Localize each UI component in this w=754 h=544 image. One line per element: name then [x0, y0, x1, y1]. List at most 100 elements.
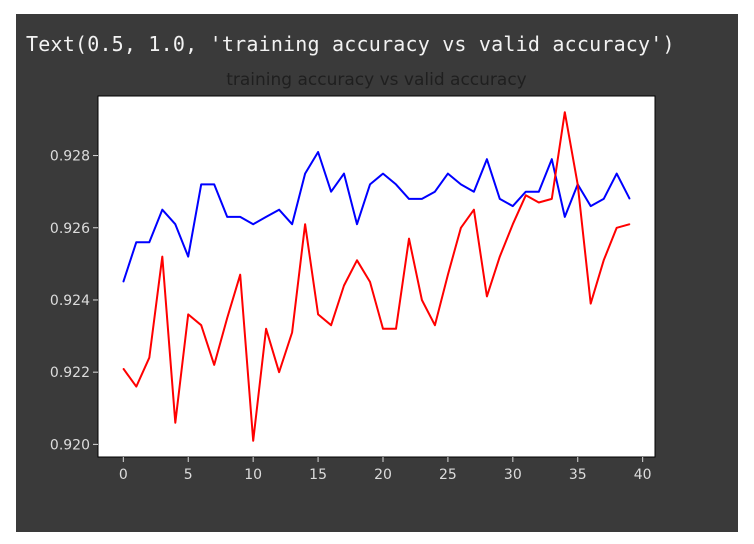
series-0-point: [603, 198, 605, 200]
series-1-point: [174, 422, 176, 424]
series-0-point: [148, 241, 150, 243]
series-1-point: [395, 328, 397, 330]
series-1-point: [486, 295, 488, 297]
series-0-point: [317, 151, 319, 153]
series-1-point: [187, 313, 189, 316]
x-tick-label: 40: [634, 467, 652, 483]
series-0-point: [525, 191, 527, 193]
series-0-point: [330, 191, 332, 193]
series-0-point: [538, 191, 540, 193]
series-1-point: [343, 284, 345, 287]
series-1-point: [369, 281, 371, 283]
series-0-point: [343, 173, 345, 175]
series-0-point: [421, 198, 423, 200]
series-1-point: [226, 317, 228, 319]
series-0-point: [551, 158, 553, 160]
series-1-point: [356, 259, 358, 261]
series-0-point: [174, 223, 176, 225]
series-layer: [122, 111, 631, 442]
series-0-point: [304, 173, 306, 175]
series-1-point: [525, 194, 527, 196]
series-0-point: [590, 205, 592, 207]
series-1-point: [239, 274, 241, 276]
x-axis: 0 5 10 15 20 25 30 35 40: [119, 457, 652, 483]
series-1-point: [434, 324, 436, 326]
x-tick-label: 20: [374, 467, 392, 483]
series-0-point: [200, 183, 202, 186]
chart-title: training accuracy vs valid accuracy: [226, 70, 527, 90]
series-1-point: [421, 299, 423, 301]
x-tick-label: 15: [309, 467, 327, 483]
series-1-point: [577, 183, 579, 186]
series-0-point: [629, 198, 631, 200]
series-1-point: [252, 440, 254, 442]
series-0-point: [512, 205, 514, 207]
series-1-point: [473, 209, 475, 211]
series-1-point: [304, 223, 306, 225]
series-1-point: [291, 331, 293, 334]
series-1-point: [408, 237, 410, 240]
y-tick-label: 0.926: [50, 221, 90, 237]
series-0-point: [460, 183, 462, 186]
series-1-point: [265, 328, 267, 330]
series-0-point: [447, 173, 449, 175]
series-0-point: [213, 183, 215, 186]
series-1-point: [122, 367, 124, 370]
series-0-point: [499, 198, 501, 200]
series-1-point: [616, 227, 618, 229]
series-0-point: [382, 173, 384, 175]
series-0-point: [161, 209, 163, 211]
series-0-point: [369, 183, 371, 186]
series-0-line: [122, 151, 631, 283]
y-tick-label: 0.922: [50, 365, 90, 381]
series-0-point: [187, 256, 189, 258]
series-1-point: [590, 302, 592, 305]
series-1-point: [278, 371, 280, 373]
x-tick-label: 25: [439, 467, 457, 483]
x-tick-label: 35: [569, 467, 587, 483]
series-1-point: [629, 223, 631, 225]
series-1-line: [122, 111, 630, 442]
series-0-point: [486, 158, 488, 160]
series-1-point: [135, 386, 137, 388]
series-1-point: [512, 223, 514, 225]
series-1-point: [603, 259, 605, 261]
series-1-point: [538, 201, 540, 204]
y-axis: 0.920 0.922 0.924 0.926 0.928: [50, 149, 98, 453]
series-0-point: [122, 281, 124, 283]
plot-area: [97, 95, 656, 458]
series-0-point: [239, 216, 241, 218]
x-tick-label: 5: [184, 467, 193, 483]
series-0-point: [291, 223, 293, 225]
series-1-point: [460, 227, 462, 229]
series-0-point: [265, 216, 267, 218]
series-1-point: [382, 328, 384, 330]
y-tick-label: 0.928: [50, 149, 90, 165]
series-1-point: [330, 324, 332, 326]
series-0-point: [356, 223, 358, 225]
series-1-point: [200, 324, 202, 326]
series-1-point: [564, 111, 566, 113]
y-tick-label: 0.920: [50, 437, 90, 453]
series-1-point: [161, 256, 163, 258]
series-1-point: [499, 256, 501, 258]
series-1-point: [148, 357, 150, 359]
series-0-point: [408, 198, 410, 200]
series-0-point: [395, 183, 397, 186]
series-0-point: [434, 191, 436, 193]
series-1-point: [317, 313, 319, 316]
series-1-point: [447, 274, 449, 276]
series-0-point: [473, 191, 475, 193]
x-tick-label: 0: [119, 467, 128, 483]
x-tick-label: 10: [244, 467, 262, 483]
series-0-point: [616, 173, 618, 175]
series-0-point: [226, 216, 228, 218]
series-1-point: [213, 364, 215, 366]
x-tick-label: 30: [504, 467, 522, 483]
series-0-point: [564, 216, 566, 218]
cell-output-text: Text(0.5, 1.0, 'training accuracy vs val…: [26, 32, 675, 56]
series-0-point: [135, 241, 137, 243]
series-1-point: [551, 198, 553, 200]
